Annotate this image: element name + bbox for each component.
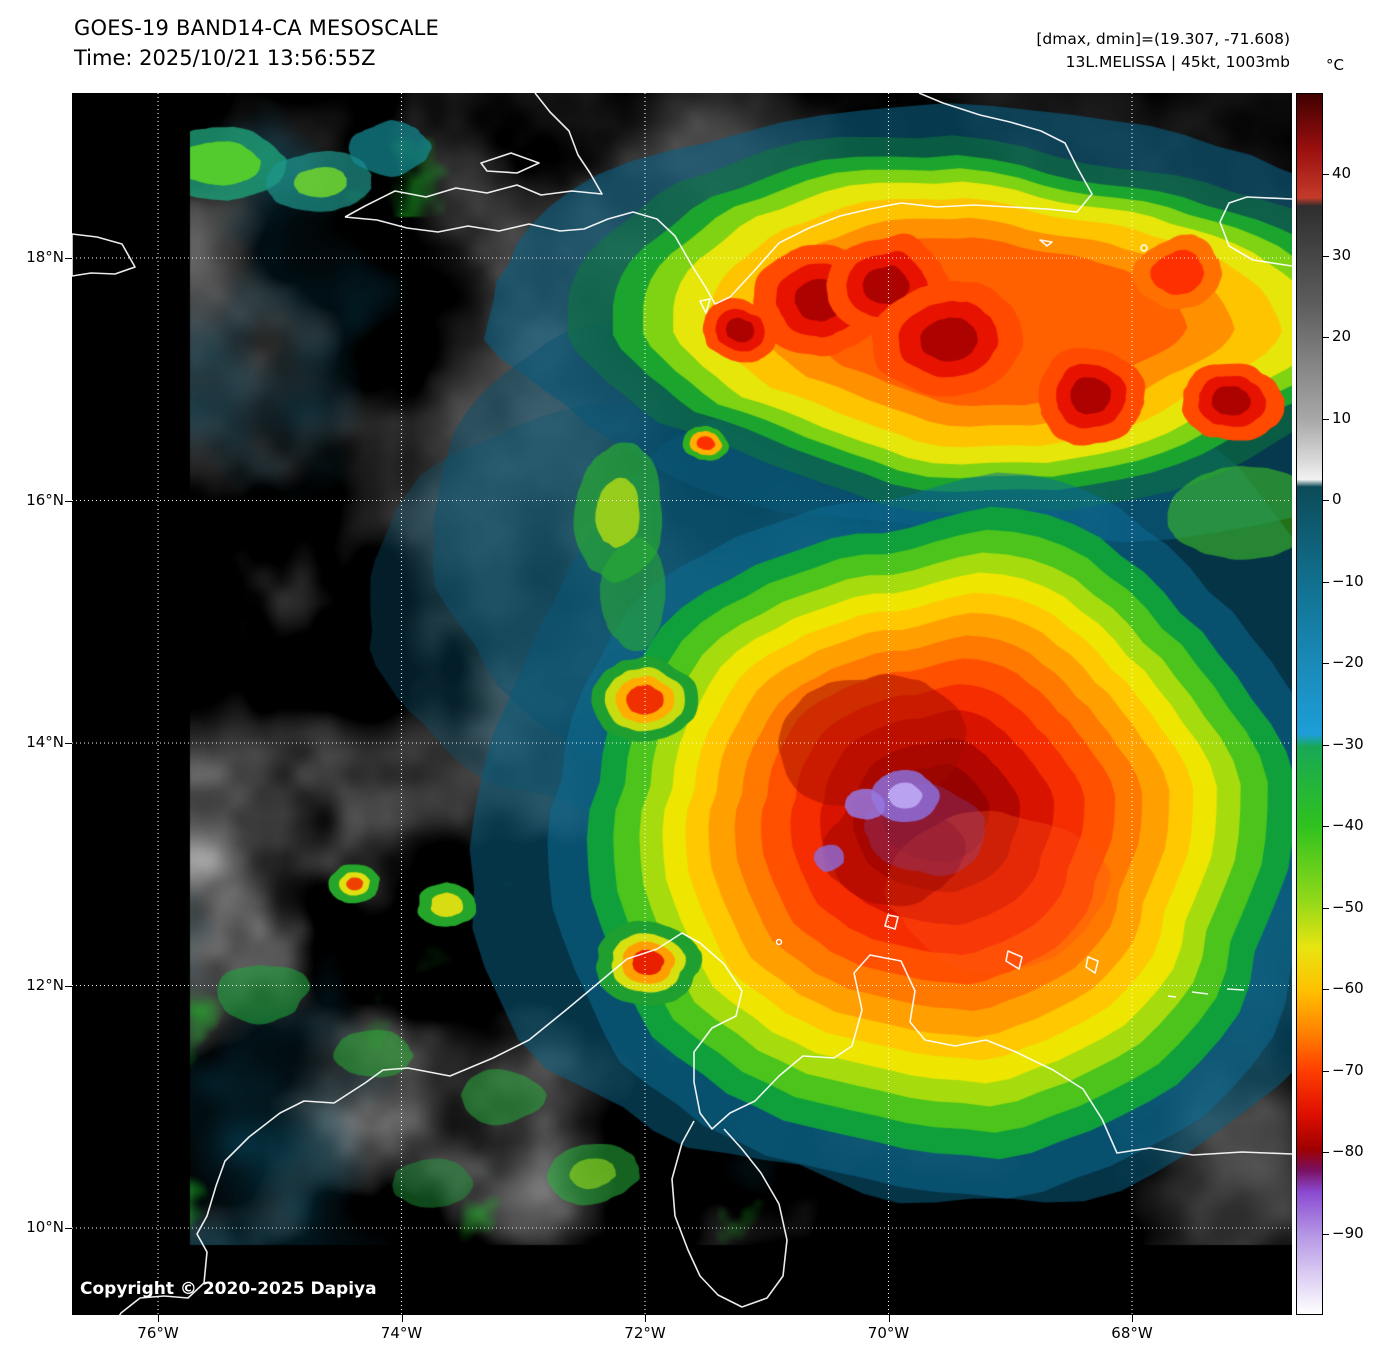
coastline: [884, 914, 899, 930]
dmax-dmin-readout: [dmax, dmin]=(19.307, -71.608): [1036, 30, 1290, 48]
coastline: [671, 1120, 788, 1308]
longitude-tick: [401, 1315, 403, 1322]
colorbar-tick-label: 40: [1332, 164, 1352, 183]
island-coastline: [1140, 244, 1148, 252]
coastline: [118, 932, 1292, 1315]
coastline: [1167, 995, 1177, 998]
colorbar-tick-label: −50: [1332, 897, 1364, 916]
colorbar-tick-label: −90: [1332, 1223, 1364, 1242]
colorbar-tick-label: −70: [1332, 1060, 1364, 1079]
colorbar-tick-label: −20: [1332, 653, 1364, 672]
colorbar-tick-label: −40: [1332, 816, 1364, 835]
map-plot-area: Copyright © 2020-2025 Dapiya: [72, 93, 1292, 1315]
temperature-colorbar: [1296, 93, 1323, 1315]
latitude-tick: [65, 500, 72, 502]
latitude-tick: [65, 1228, 72, 1229]
colorbar-tick: [1323, 826, 1329, 828]
longitude-tick-label: 68°W: [1111, 1324, 1153, 1342]
longitude-tick: [1132, 1315, 1133, 1322]
latitude-tick: [65, 743, 72, 744]
latitude-tick: [65, 258, 72, 259]
map-overlay: [72, 93, 1292, 1315]
colorbar-tick: [1323, 989, 1329, 991]
coastline: [1219, 196, 1292, 267]
coastline: [344, 93, 1093, 305]
longitude-tick-label: 76°W: [137, 1324, 179, 1342]
graticule-grid: [72, 93, 1292, 1315]
coastline: [1005, 950, 1023, 970]
colorbar-tick: [1323, 255, 1329, 257]
colorbar-tick-label: −80: [1332, 1142, 1364, 1161]
latitude-tick-label: 18°N: [26, 248, 64, 266]
copyright-watermark: Copyright © 2020-2025 Dapiya: [80, 1279, 377, 1299]
coastlines: [72, 93, 1292, 1315]
coastline: [1085, 956, 1099, 974]
longitude-tick-label: 74°W: [380, 1324, 423, 1342]
coastline: [1039, 239, 1053, 247]
island-coastline: [775, 938, 783, 946]
coastline: [344, 93, 603, 218]
colorbar-tick: [1323, 663, 1329, 665]
latitude-tick: [65, 985, 72, 987]
colorbar-tick-label: 20: [1332, 327, 1352, 346]
colorbar-tick: [1323, 337, 1329, 339]
latitude-tick-label: 10°N: [26, 1218, 64, 1236]
colorbar-tick: [1323, 1070, 1329, 1072]
colorbar-tick: [1323, 744, 1329, 746]
coastline: [480, 152, 540, 174]
colorbar-tick-label: 30: [1332, 245, 1352, 264]
colorbar-tick-label: −10: [1332, 571, 1364, 590]
storm-info: 13L.MELISSA | 45kt, 1003mb: [1065, 53, 1290, 71]
satellite-imagery-canvas: [72, 93, 1292, 1315]
header-right: [dmax, dmin]=(19.307, -71.608) 13L.MELIS…: [1036, 28, 1290, 74]
colorbar-tick-label: −60: [1332, 979, 1364, 998]
colorbar-tick: [1323, 1152, 1329, 1154]
latitude-tick-label: 16°N: [26, 490, 64, 509]
longitude-tick: [158, 1315, 159, 1322]
longitude-tick-label: 70°W: [867, 1324, 910, 1342]
colorbar-tick: [1323, 907, 1329, 909]
colorbar-tick: [1323, 500, 1329, 502]
latitude-tick-label: 14°N: [26, 733, 64, 751]
figure-timestamp: Time: 2025/10/21 13:56:55Z: [74, 46, 376, 70]
colorbar-tick: [1323, 418, 1329, 420]
figure-title: GOES-19 BAND14-CA MESOSCALE: [74, 16, 440, 40]
colorbar-tick-label: 0: [1332, 490, 1342, 509]
longitude-tick: [645, 1315, 646, 1322]
colorbar-tick-label: 10: [1332, 408, 1352, 427]
latitude-tick-label: 12°N: [26, 975, 64, 994]
colorbar-tick: [1323, 581, 1329, 583]
longitude-tick-label: 72°W: [624, 1324, 666, 1342]
colorbar-tick: [1323, 1233, 1329, 1235]
longitude-tick: [888, 1315, 890, 1322]
coastline: [1226, 988, 1245, 991]
colorbar-tick: [1323, 174, 1329, 176]
coastline: [72, 233, 136, 277]
coastline: [1191, 991, 1209, 995]
colorbar-tick-label: −30: [1332, 734, 1364, 753]
coastline: [699, 298, 711, 314]
colorbar-unit-label: °C: [1326, 56, 1344, 74]
